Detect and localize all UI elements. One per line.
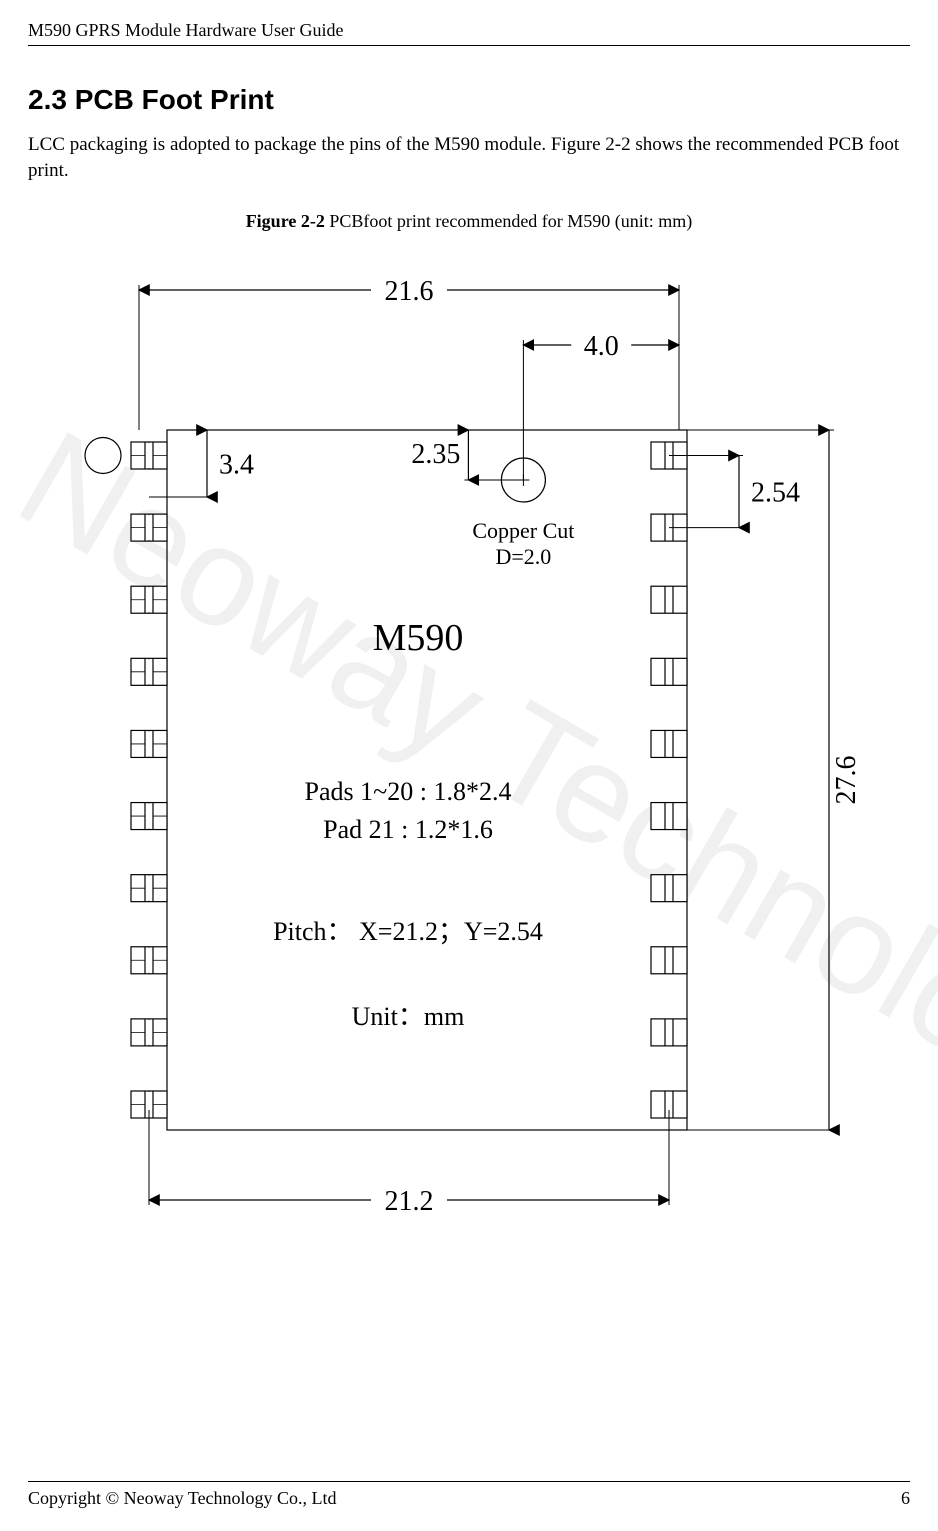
footer-copyright: Copyright © Neoway Technology Co., Ltd [28,1488,337,1509]
footer-page: 6 [901,1488,910,1509]
svg-text:D=2.0: D=2.0 [496,544,552,569]
footprint-diagram: 21.6 4.0 2.35 3.4 2.54 27.6 21.2 M590 Pads 1~20 … [28,250,910,1250]
svg-text:27.6: 27.6 [831,756,862,805]
svg-text:M590: M590 [373,617,464,659]
svg-text:Pads 1~20 : 1.8*2.4: Pads 1~20 : 1.8*2.4 [305,777,512,806]
header-title: M590 GPRS Module Hardware User Guide [28,20,343,40]
svg-text:Unit：mm: Unit：mm [352,1002,465,1031]
section-heading: 2.3 PCB Foot Print [28,84,910,116]
figure-caption-bold: Figure 2-2 [246,211,325,231]
section-title: PCB Foot Print [75,84,274,115]
svg-text:Copper Cut: Copper Cut [472,518,574,543]
svg-text:21.2: 21.2 [385,1186,434,1217]
svg-text:2.35: 2.35 [411,439,460,470]
section-body: LCC packaging is adopted to package the … [28,132,910,183]
svg-text:2.54: 2.54 [751,478,800,509]
svg-text:21.6: 21.6 [385,276,434,307]
figure-caption-rest: PCBfoot print recommended for M590 (unit… [325,211,692,231]
page-header: M590 GPRS Module Hardware User Guide [28,20,910,46]
svg-text:Pad 21 : 1.2*1.6: Pad 21 : 1.2*1.6 [323,815,493,844]
page-footer: Copyright © Neoway Technology Co., Ltd 6 [28,1481,910,1509]
svg-text:Pitch： X=21.2；Y=2.54: Pitch： X=21.2；Y=2.54 [273,917,543,946]
figure-caption: Figure 2-2 PCBfoot print recommended for… [28,211,910,232]
svg-text:4.0: 4.0 [584,331,619,362]
section-number: 2.3 [28,84,67,115]
svg-text:3.4: 3.4 [219,450,254,481]
